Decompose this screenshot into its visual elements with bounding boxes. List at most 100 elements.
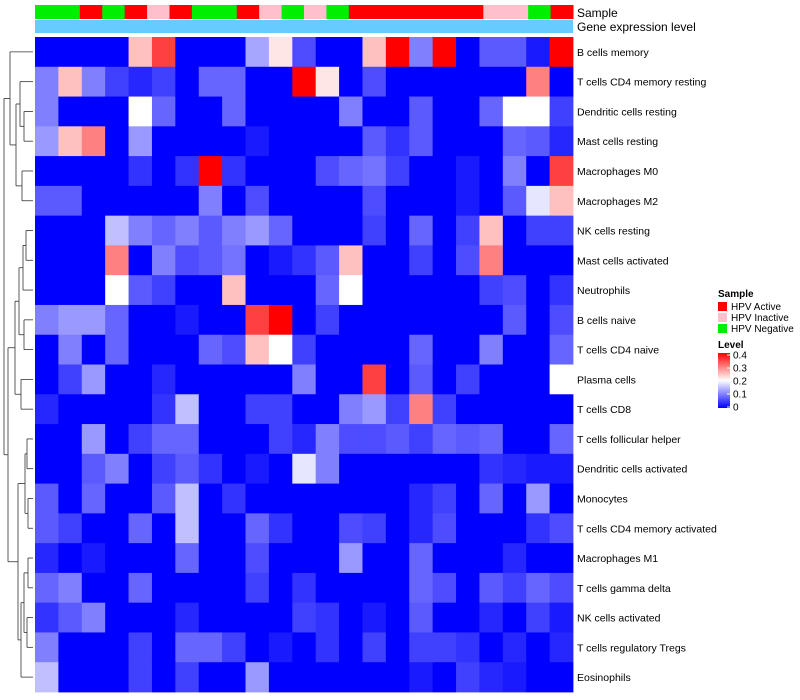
heatmap-cell	[268, 66, 293, 97]
row-label: Neutrophils	[577, 285, 630, 297]
heatmap-cell	[198, 543, 223, 574]
level-legend-tick: 0.4	[733, 351, 747, 362]
heatmap-cell	[362, 66, 387, 97]
heatmap-cell	[222, 483, 246, 514]
heatmap-cell	[526, 185, 551, 217]
heatmap-cell	[502, 364, 527, 395]
heatmap-cell	[385, 453, 410, 484]
heatmap-cell	[502, 662, 527, 693]
heatmap-cell	[58, 513, 83, 544]
heatmap-cell	[362, 513, 387, 544]
sample-annotation-cell	[281, 5, 305, 19]
heatmap-cell	[292, 662, 317, 693]
heatmap-cell	[222, 215, 246, 246]
heatmap-cell	[549, 126, 574, 157]
heatmap-cell	[81, 364, 106, 395]
heatmap-cell	[58, 156, 83, 187]
heatmap-cell	[315, 602, 340, 633]
heatmap-cell	[526, 572, 551, 604]
heatmap-cell	[151, 543, 176, 574]
heatmap-cell	[268, 126, 293, 157]
heatmap-cell	[175, 156, 200, 187]
heatmap-cell	[362, 37, 387, 68]
heatmap-cell	[128, 37, 153, 68]
heatmap-cell	[385, 304, 410, 336]
heatmap-cell	[58, 245, 83, 276]
heatmap-cell	[432, 632, 457, 663]
heatmap-cell	[175, 483, 200, 514]
heatmap-cell	[198, 215, 223, 246]
heatmap-cell	[292, 632, 317, 663]
heatmap-cell	[549, 245, 574, 276]
sample-annotation-cell	[483, 5, 507, 19]
heatmap-cell	[456, 156, 480, 187]
heatmap-cell	[222, 543, 246, 574]
heatmap-cell	[292, 304, 317, 336]
heatmap-cell	[128, 364, 153, 395]
heatmap-cell	[268, 334, 293, 365]
heatmap-cell	[549, 66, 574, 97]
sample-annotation-cell	[169, 5, 193, 19]
heatmap-cell	[105, 364, 129, 395]
row-label: T cells gamma delta	[577, 583, 671, 595]
heatmap-cell	[549, 96, 574, 127]
heatmap-cell	[81, 66, 106, 97]
heatmap-cell	[549, 304, 574, 336]
heatmap-cell	[151, 275, 176, 306]
heatmap-cell	[175, 66, 200, 97]
row-label: Plasma cells	[577, 374, 636, 386]
heatmap-cell	[151, 304, 176, 336]
heatmap-cell	[292, 245, 317, 276]
heatmap-cell	[128, 126, 153, 157]
heatmap-cell	[151, 96, 176, 127]
heatmap-cell	[432, 96, 457, 127]
heatmap-cell	[151, 513, 176, 544]
heatmap-cell	[526, 156, 551, 187]
heatmap-cell	[268, 156, 293, 187]
heatmap-cell	[245, 245, 270, 276]
heatmap-cell	[409, 96, 434, 127]
heatmap-cell	[128, 334, 153, 365]
heatmap-cell	[549, 543, 574, 574]
heatmap-cell	[339, 96, 363, 127]
sample-annotation-cell	[348, 5, 372, 19]
heatmap-cell	[151, 483, 176, 514]
row-label: T cells CD4 memory activated	[577, 523, 717, 535]
heatmap-cell	[81, 513, 106, 544]
heatmap-cell	[81, 304, 106, 336]
heatmap-cell	[456, 394, 480, 425]
heatmap-cell	[315, 364, 340, 395]
heatmap-cell	[432, 513, 457, 544]
heatmap-cell	[479, 96, 504, 127]
heatmap-cell	[385, 215, 410, 246]
heatmap-cell	[479, 513, 504, 544]
heatmap-cell	[35, 185, 59, 217]
heatmap-cell	[151, 37, 176, 68]
heatmap-cell	[385, 662, 410, 693]
heatmap-cell	[222, 156, 246, 187]
heatmap-cell	[315, 394, 340, 425]
heatmap-cell	[479, 483, 504, 514]
heatmap-cell	[315, 453, 340, 484]
row-label: T cells regulatory Tregs	[577, 642, 686, 654]
sample-annotation-cell	[505, 5, 529, 19]
heatmap-cell	[385, 602, 410, 633]
heatmap-cell	[105, 543, 129, 574]
heatmap-cell	[151, 632, 176, 663]
heatmap-cell	[456, 513, 480, 544]
heatmap-cell	[362, 572, 387, 604]
heatmap-cell	[81, 424, 106, 455]
heatmap-cell	[339, 215, 363, 246]
heatmap-cell	[81, 453, 106, 484]
heatmap-cell	[315, 156, 340, 187]
heatmap-cell	[292, 37, 317, 68]
heatmap-cell	[222, 662, 246, 693]
sample-annotation-cell	[147, 5, 170, 19]
heatmap-cell	[151, 66, 176, 97]
row-label: B cells memory	[577, 47, 650, 59]
heatmap-cell	[479, 185, 504, 217]
sample-annotation-cell	[214, 5, 238, 19]
sample-annotation-cell	[35, 5, 58, 19]
